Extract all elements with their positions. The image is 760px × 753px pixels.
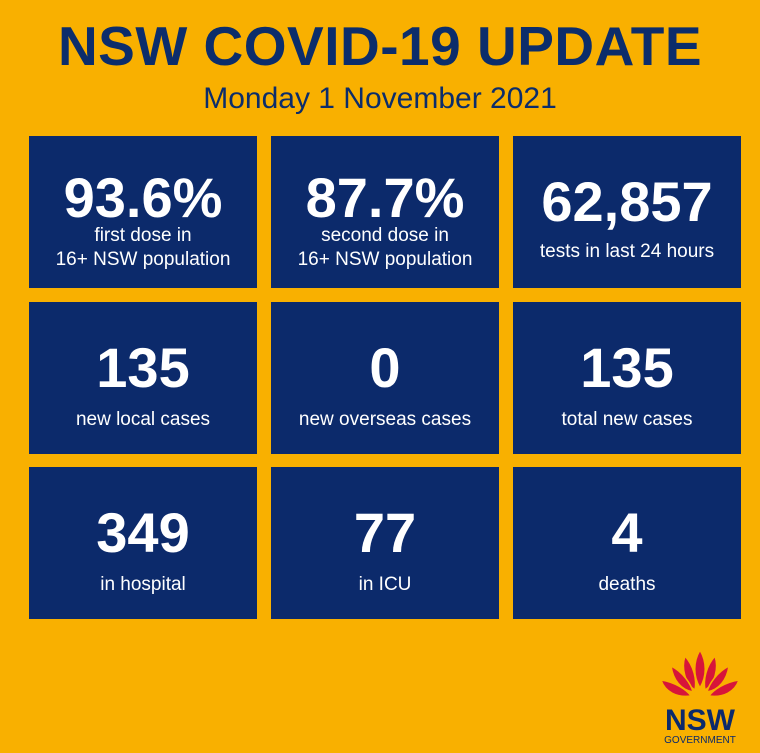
stat-card-tests: 62,857 tests in last 24 hours — [513, 136, 741, 288]
stat-label: second dose in — [321, 225, 449, 246]
stat-value: 135 — [96, 336, 190, 399]
stat-card-first-dose: 93.6% first dose in 16+ NSW population — [29, 136, 257, 288]
stat-label: total new cases — [561, 409, 693, 430]
stat-label: first dose in — [94, 225, 192, 246]
stat-value: 4 — [611, 501, 643, 564]
stat-value: 93.6% — [63, 166, 223, 229]
stat-value: 135 — [580, 336, 674, 399]
stat-label: 16+ NSW population — [55, 249, 231, 270]
stat-value: 0 — [369, 336, 401, 399]
stat-label: 16+ NSW population — [297, 249, 473, 270]
stat-card-overseas-cases: 0 new overseas cases — [271, 302, 499, 454]
page-title: NSW COVID-19 UPDATE — [57, 15, 703, 77]
stat-card-total-cases: 135 total new cases — [513, 302, 741, 454]
stat-value: 87.7% — [305, 166, 465, 229]
nsw-government-logo: NSW GOVERNMENT — [655, 648, 745, 748]
stat-card-local-cases: 135 new local cases — [29, 302, 257, 454]
stat-value: 349 — [96, 501, 190, 564]
stat-card-deaths: 4 deaths — [513, 467, 741, 619]
logo-text: NSW — [665, 704, 736, 737]
stat-label: deaths — [598, 574, 656, 595]
stat-card-second-dose: 87.7% second dose in 16+ NSW population — [271, 136, 499, 288]
stat-label: in ICU — [358, 574, 412, 595]
stat-value: 62,857 — [541, 170, 713, 233]
stat-label: tests in last 24 hours — [539, 241, 715, 262]
logo-subtext: GOVERNMENT — [664, 735, 736, 746]
stat-label: new overseas cases — [298, 409, 472, 430]
stat-label: in hospital — [100, 574, 186, 595]
stat-label: new local cases — [75, 409, 211, 430]
stat-card-hospital: 349 in hospital — [29, 467, 257, 619]
stat-card-icu: 77 in ICU — [271, 467, 499, 619]
update-date: Monday 1 November 2021 — [203, 82, 557, 115]
stat-value: 77 — [353, 501, 417, 564]
